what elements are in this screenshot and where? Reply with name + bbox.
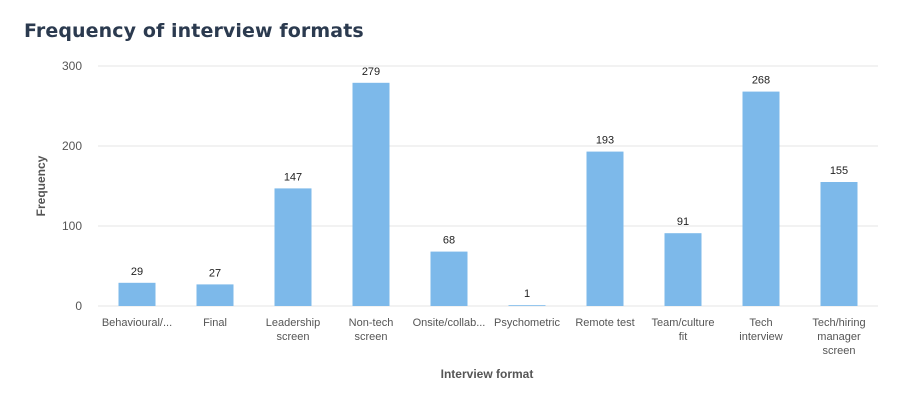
x-tick-label: Psychometric [494,317,561,329]
data-label: 91 [677,216,689,228]
bar [664,233,702,306]
bar [508,305,546,306]
data-label: 193 [596,135,614,147]
x-tick-label: Final [203,317,227,329]
x-tick-label: Tech/hiring manager screen [812,317,865,357]
data-label: 1 [524,288,530,300]
x-tick-label: Tech interview [739,317,782,343]
x-tick-label: Non-tech screen [349,317,394,343]
bar [352,82,390,306]
data-label: 29 [131,266,143,278]
bar [118,282,156,306]
data-label: 155 [830,165,848,177]
bar [274,188,312,306]
bar [196,284,234,306]
data-label: 268 [752,75,770,87]
x-tick-label: Onsite/collab... [413,317,486,329]
bar [742,91,780,306]
data-label: 68 [443,235,455,247]
data-label: 147 [284,171,302,183]
chart-title: Frequency of interview formats [24,20,364,42]
x-tick-label: Behavioural/... [102,317,172,329]
data-label: 279 [362,66,380,78]
data-label: 27 [209,267,221,279]
x-axis-title: Interview format [441,367,534,381]
bar [586,151,624,306]
x-tick-label: Team/culture fit [652,317,715,343]
y-tick-label: 0 [75,299,82,313]
x-tick-label: Remote test [575,317,634,329]
y-tick-label: 200 [62,139,82,153]
bar [430,251,468,306]
x-tick-label: Leadership screen [266,317,320,343]
y-tick-label: 300 [62,59,82,73]
y-axis-title: Frequency [34,155,48,216]
y-tick-label: 100 [62,219,82,233]
bar [820,182,858,306]
